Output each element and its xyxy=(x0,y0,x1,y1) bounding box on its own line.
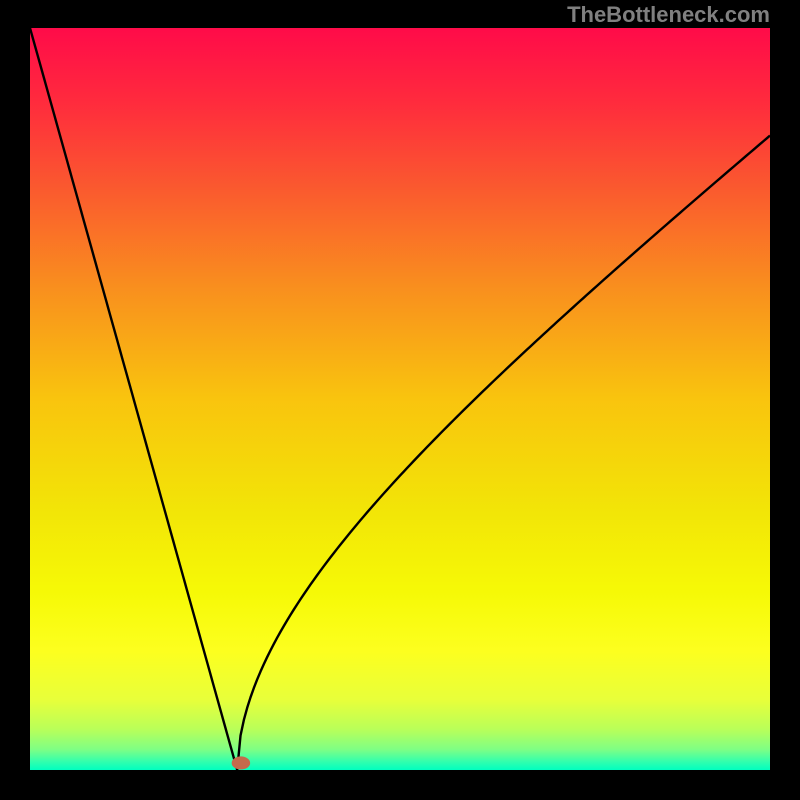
plot-area xyxy=(30,28,770,770)
minimum-marker xyxy=(232,756,251,769)
bottleneck-curve-svg xyxy=(30,28,770,770)
watermark-text: TheBottleneck.com xyxy=(567,2,770,28)
bottleneck-curve xyxy=(30,28,770,770)
